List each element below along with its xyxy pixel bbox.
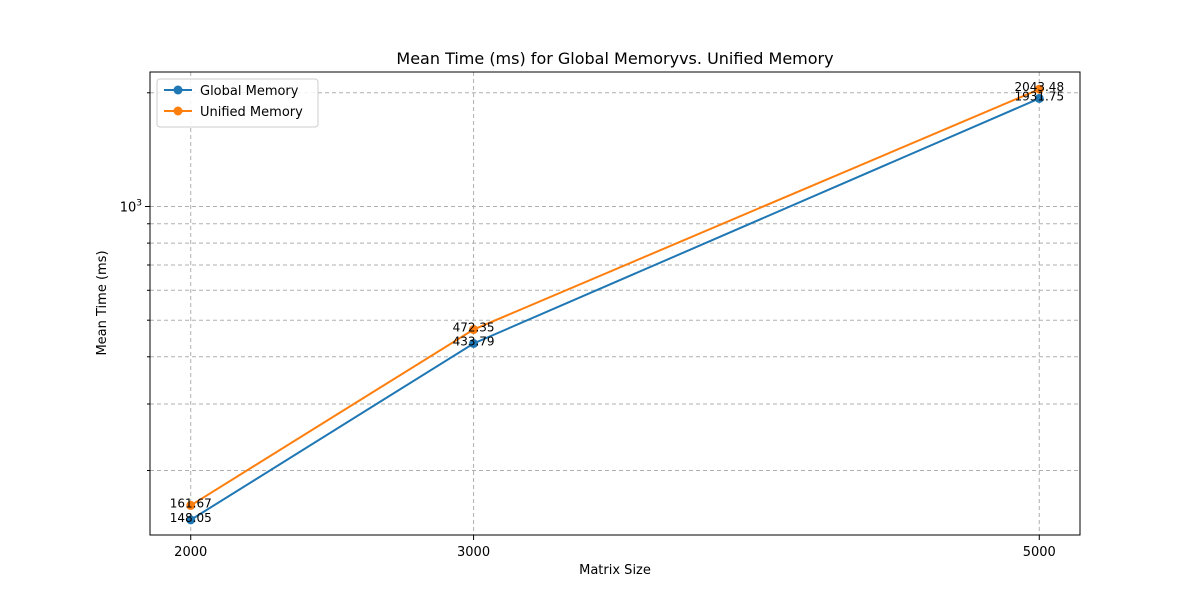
data-point	[1034, 93, 1044, 103]
x-axis: 2000 3000 5000	[174, 535, 1056, 560]
data-label: 472.35	[453, 321, 495, 335]
series-line	[190, 88, 1040, 507]
x-tick-label: 3000	[457, 545, 490, 560]
legend-label: Global Memory	[200, 84, 299, 99]
series-layer	[186, 84, 1044, 525]
legend: Global Memory Unified Memory	[156, 78, 319, 128]
data-label: 161.67	[170, 496, 212, 510]
series-line	[190, 97, 1040, 521]
data-labels: 148.05 433.79 1931.75 161.67 472.35 2043.48	[170, 80, 1064, 525]
data-label: 2043.48	[1014, 80, 1064, 94]
data-label: 148.05	[170, 511, 212, 525]
data-point	[186, 500, 196, 510]
data-point	[186, 515, 196, 525]
plot-area	[149, 71, 1081, 536]
data-point	[469, 325, 479, 335]
y-axis-label: Mean Time (ms)	[95, 250, 110, 355]
series-global-memory	[186, 93, 1044, 525]
data-point	[469, 339, 479, 349]
x-tick-label: 5000	[1023, 545, 1056, 560]
legend-marker	[173, 85, 183, 95]
legend-item: Global Memory	[164, 84, 299, 99]
chart-title: Mean Time (ms) for Global Memoryvs. Unif…	[396, 49, 833, 68]
series-unified-memory	[186, 84, 1044, 510]
y-tick-label: 103	[120, 198, 142, 215]
legend-item: Unified Memory	[164, 105, 303, 120]
legend-box	[156, 78, 319, 128]
data-label: 433.79	[453, 335, 495, 349]
legend-label: Unified Memory	[200, 105, 303, 120]
x-axis-label: Matrix Size	[579, 563, 651, 578]
legend-marker	[173, 106, 183, 116]
data-point	[1034, 84, 1044, 94]
data-label: 1931.75	[1014, 89, 1064, 103]
y-axis: 103	[120, 92, 150, 472]
x-tick-label: 2000	[174, 545, 207, 560]
